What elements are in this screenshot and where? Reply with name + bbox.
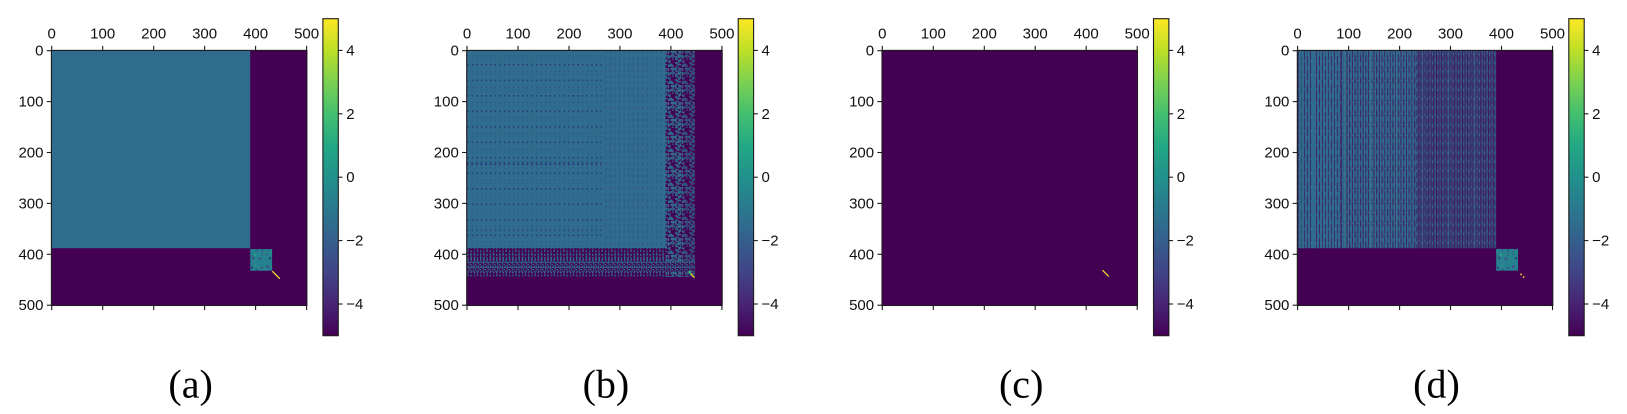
svg-text:500: 500 <box>709 25 734 42</box>
svg-text:200: 200 <box>849 145 874 162</box>
svg-text:0: 0 <box>35 43 43 60</box>
svg-text:(d): (d) <box>1413 362 1460 407</box>
svg-text:100: 100 <box>18 94 43 111</box>
svg-text:300: 300 <box>18 195 43 212</box>
svg-text:0: 0 <box>463 25 471 42</box>
svg-text:300: 300 <box>192 25 217 42</box>
svg-text:0: 0 <box>762 169 770 186</box>
svg-text:−4: −4 <box>762 296 779 313</box>
svg-text:400: 400 <box>658 25 683 42</box>
svg-text:400: 400 <box>1489 25 1514 42</box>
svg-text:−2: −2 <box>762 233 779 250</box>
svg-text:0: 0 <box>1592 169 1600 186</box>
svg-text:2: 2 <box>346 106 354 123</box>
svg-text:500: 500 <box>849 297 874 314</box>
svg-text:2: 2 <box>762 106 770 123</box>
svg-text:400: 400 <box>18 246 43 263</box>
svg-text:−4: −4 <box>1592 296 1609 313</box>
svg-text:0: 0 <box>878 25 886 42</box>
svg-text:100: 100 <box>90 25 115 42</box>
svg-text:100: 100 <box>1264 94 1289 111</box>
svg-text:500: 500 <box>1125 25 1150 42</box>
svg-text:200: 200 <box>434 145 459 162</box>
svg-text:200: 200 <box>1387 25 1412 42</box>
svg-text:4: 4 <box>1177 42 1185 59</box>
svg-text:0: 0 <box>48 25 56 42</box>
svg-text:500: 500 <box>18 297 43 314</box>
svg-text:200: 200 <box>18 145 43 162</box>
svg-text:−2: −2 <box>1592 233 1609 250</box>
svg-text:0: 0 <box>346 169 354 186</box>
svg-text:400: 400 <box>1264 246 1289 263</box>
svg-text:200: 200 <box>972 25 997 42</box>
svg-text:500: 500 <box>1264 297 1289 314</box>
svg-text:300: 300 <box>1023 25 1048 42</box>
svg-text:4: 4 <box>762 42 770 59</box>
svg-text:400: 400 <box>849 246 874 263</box>
svg-text:500: 500 <box>294 25 319 42</box>
svg-text:100: 100 <box>921 25 946 42</box>
svg-text:(c): (c) <box>999 362 1043 407</box>
svg-text:100: 100 <box>434 94 459 111</box>
svg-text:300: 300 <box>434 195 459 212</box>
svg-text:2: 2 <box>1592 106 1600 123</box>
svg-text:−2: −2 <box>1177 233 1194 250</box>
svg-text:500: 500 <box>1540 25 1565 42</box>
svg-text:100: 100 <box>1336 25 1361 42</box>
svg-text:300: 300 <box>1264 195 1289 212</box>
svg-text:−4: −4 <box>1177 296 1194 313</box>
svg-text:2: 2 <box>1177 106 1185 123</box>
svg-text:−4: −4 <box>346 296 363 313</box>
svg-text:−2: −2 <box>346 233 363 250</box>
svg-text:200: 200 <box>1264 145 1289 162</box>
svg-text:400: 400 <box>243 25 268 42</box>
svg-text:300: 300 <box>849 195 874 212</box>
svg-text:300: 300 <box>1438 25 1463 42</box>
svg-text:4: 4 <box>1592 42 1600 59</box>
svg-text:(a): (a) <box>168 362 212 407</box>
svg-text:300: 300 <box>607 25 632 42</box>
svg-text:0: 0 <box>866 43 874 60</box>
svg-text:200: 200 <box>556 25 581 42</box>
svg-text:(b): (b) <box>583 362 630 407</box>
svg-text:100: 100 <box>505 25 530 42</box>
svg-text:0: 0 <box>1281 43 1289 60</box>
svg-text:400: 400 <box>434 246 459 263</box>
svg-text:0: 0 <box>450 43 458 60</box>
svg-text:0: 0 <box>1177 169 1185 186</box>
svg-text:500: 500 <box>434 297 459 314</box>
svg-text:4: 4 <box>346 42 354 59</box>
svg-text:400: 400 <box>1074 25 1099 42</box>
svg-text:0: 0 <box>1293 25 1301 42</box>
svg-text:200: 200 <box>141 25 166 42</box>
svg-text:100: 100 <box>849 94 874 111</box>
